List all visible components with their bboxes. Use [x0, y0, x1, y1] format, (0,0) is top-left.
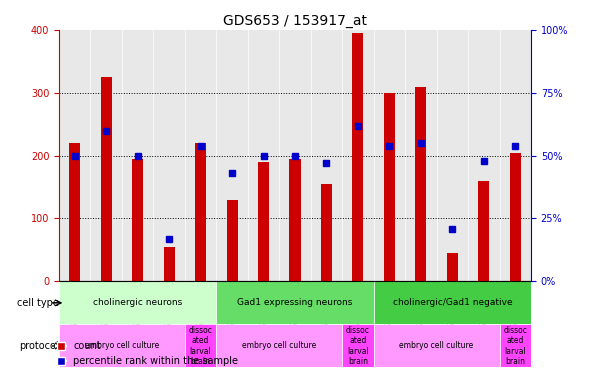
Bar: [132, 159, 143, 281]
Bar: [384, 93, 395, 281]
Text: Gad1 expressing neurons: Gad1 expressing neurons: [237, 298, 353, 307]
Bar: [447, 253, 458, 281]
FancyBboxPatch shape: [217, 324, 342, 368]
Text: dissoc
ated
larval
brain: dissoc ated larval brain: [189, 326, 212, 366]
FancyBboxPatch shape: [59, 281, 217, 324]
FancyBboxPatch shape: [342, 324, 373, 368]
Text: protocol: protocol: [19, 341, 59, 351]
Bar: [195, 143, 206, 281]
Bar: [352, 33, 363, 281]
Text: embryo cell culture: embryo cell culture: [85, 342, 159, 351]
Legend: count, percentile rank within the sample: count, percentile rank within the sample: [52, 338, 242, 370]
Bar: [290, 159, 300, 281]
Text: dissoc
ated
larval
brain: dissoc ated larval brain: [346, 326, 370, 366]
Text: cholinergic/Gad1 negative: cholinergic/Gad1 negative: [392, 298, 512, 307]
FancyBboxPatch shape: [373, 324, 500, 368]
Bar: [415, 87, 427, 281]
Text: cholinergic neurons: cholinergic neurons: [93, 298, 182, 307]
Bar: [478, 181, 489, 281]
Bar: [163, 247, 175, 281]
FancyBboxPatch shape: [373, 281, 531, 324]
FancyBboxPatch shape: [500, 324, 531, 368]
Title: GDS653 / 153917_at: GDS653 / 153917_at: [223, 13, 367, 28]
Text: dissoc
ated
larval
brain: dissoc ated larval brain: [503, 326, 527, 366]
Text: cell type: cell type: [17, 298, 59, 308]
FancyBboxPatch shape: [185, 324, 217, 368]
Bar: [227, 200, 238, 281]
FancyBboxPatch shape: [217, 281, 373, 324]
Bar: [321, 184, 332, 281]
Text: embryo cell culture: embryo cell culture: [242, 342, 316, 351]
Bar: [258, 162, 269, 281]
Text: embryo cell culture: embryo cell culture: [399, 342, 474, 351]
Bar: [510, 153, 521, 281]
Bar: [101, 77, 112, 281]
Bar: [69, 143, 80, 281]
FancyBboxPatch shape: [59, 324, 185, 368]
